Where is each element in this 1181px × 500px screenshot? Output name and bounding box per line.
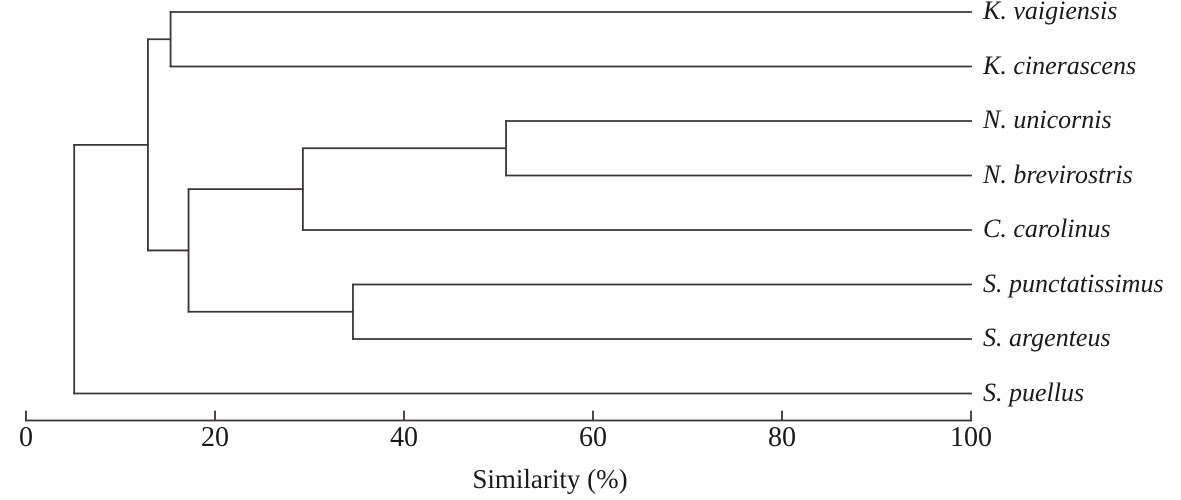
x-axis-tick-label: 40 — [390, 422, 418, 453]
leaf-label: N. unicornis — [983, 104, 1112, 134]
leaf-label: N. brevirostris — [983, 159, 1133, 189]
leaf-label: S. puellus — [983, 377, 1085, 407]
leaf-label: C. carolinus — [983, 213, 1111, 243]
leaf-label: K. cinerascens — [983, 50, 1137, 80]
x-axis-tick-label: 80 — [768, 422, 796, 453]
x-axis-tick-label: 100 — [950, 422, 992, 453]
x-axis-tick-label: 20 — [201, 422, 229, 453]
x-axis-tick-label: 0 — [19, 422, 33, 453]
leaf-label: K. vaigiensis — [983, 0, 1118, 25]
x-axis-title: Similarity (%) — [472, 464, 628, 494]
x-axis-tick-label: 60 — [579, 422, 607, 453]
leaf-label: S. punctatissimus — [983, 268, 1164, 298]
leaf-label: S. argenteus — [983, 322, 1111, 352]
